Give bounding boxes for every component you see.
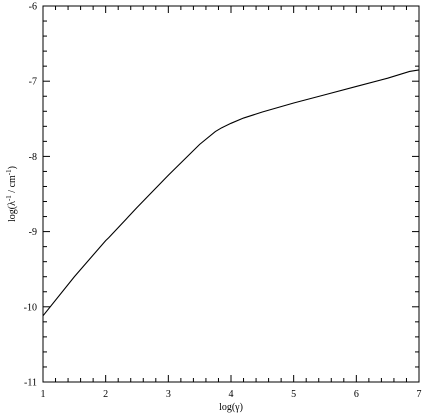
y-axis-title-sup2: -1: [5, 169, 13, 175]
x-tick-label: 1: [41, 389, 46, 400]
y-tick-label: -9: [29, 227, 37, 238]
y-tick-label: -8: [29, 152, 37, 163]
x-tick-labels: 1 2 3 4 5 6 7: [41, 389, 422, 400]
y-axis-title-suffix: ): [7, 166, 18, 169]
x-tick-label: 4: [229, 389, 234, 400]
y-axis-title: log(λ-1 / cm-1): [5, 166, 18, 222]
tick-marks: [42, 5, 420, 383]
y-tick-label: -6: [29, 2, 37, 13]
y-tick-labels: -11 -10 -9 -8 -7 -6: [24, 2, 37, 389]
y-tick-label: -10: [24, 302, 37, 313]
x-tick-label: 3: [166, 389, 171, 400]
series-line: [42, 69, 420, 317]
x-tick-label: 5: [291, 389, 296, 400]
y-tick-label: -11: [24, 378, 37, 389]
x-axis-title: log(γ): [219, 402, 243, 413]
x-tick-label: 2: [103, 389, 108, 400]
y-tick-label: -7: [29, 77, 37, 88]
plot-frame: [42, 5, 420, 383]
x-tick-label: 7: [417, 389, 422, 400]
x-tick-label: 6: [354, 389, 359, 400]
y-axis-title-sup1: -1: [5, 195, 13, 201]
y-axis-title-prefix: log(λ: [7, 201, 18, 222]
y-axis-title-middle: / cm: [7, 175, 18, 195]
